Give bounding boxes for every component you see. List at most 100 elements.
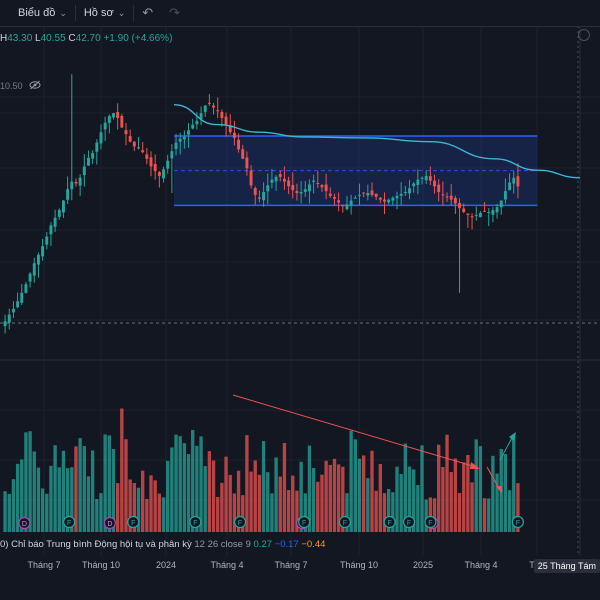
- candle-body: [16, 301, 20, 308]
- volume-bar: [7, 493, 11, 532]
- candle-body: [28, 273, 32, 282]
- signal-marker-f: [127, 515, 140, 529]
- volume-bar: [103, 434, 107, 532]
- macd-title: Chỉ báo Trung bình Động hội tụ và phân k…: [11, 539, 192, 550]
- candle-body: [474, 214, 478, 216]
- signal-marker-f: [189, 515, 202, 529]
- candle-body: [7, 314, 11, 323]
- profile-menu-label: Hồ sơ: [83, 7, 114, 19]
- candle-body: [324, 184, 328, 192]
- candle-body: [107, 116, 111, 123]
- volume-bar: [249, 471, 253, 532]
- time-tick: Tháng 10: [81, 560, 121, 570]
- volume-bar: [403, 443, 408, 532]
- candle-body: [116, 112, 120, 118]
- volume-bar: [378, 463, 382, 532]
- candle-body: [20, 292, 24, 303]
- volume-bar: [516, 483, 520, 532]
- candle-body: [162, 169, 165, 179]
- signal-marker-f: [233, 515, 247, 529]
- crosshair-date-badge: 25 Tháng Tám: [533, 559, 600, 573]
- candle-body: [178, 138, 182, 142]
- volume-bar: [20, 459, 24, 532]
- volume-bar: [82, 446, 86, 532]
- candle-body: [24, 284, 28, 293]
- candle-body: [341, 204, 345, 207]
- candle-body: [391, 197, 395, 201]
- volume-bar: [382, 493, 387, 532]
- candle-body: [328, 193, 332, 196]
- candle-body: [478, 212, 482, 218]
- candle-body: [303, 189, 307, 192]
- close-value: 42.70: [75, 33, 101, 44]
- volume-bar: [316, 481, 320, 532]
- candle-body: [312, 180, 316, 183]
- indicator-row: 10.50: [0, 80, 41, 92]
- chart-menu-button[interactable]: Biểu đồ ⌄: [0, 0, 75, 26]
- candle-body: [378, 197, 382, 200]
- volume-bar: [178, 436, 182, 532]
- candle-body: [270, 179, 274, 183]
- profile-menu-button[interactable]: Hồ sơ ⌄: [76, 0, 133, 26]
- volume-bar: [357, 458, 362, 532]
- volume-bar: [182, 443, 187, 532]
- volume-bar: [203, 466, 207, 532]
- candle-body: [91, 153, 95, 159]
- signal-marker-label: F: [388, 520, 392, 527]
- high-value: 43.30: [7, 33, 33, 44]
- volume-bar: [36, 467, 41, 532]
- volume-bar: [395, 466, 399, 532]
- candle-body: [78, 177, 82, 186]
- candle-body: [187, 130, 190, 135]
- candle-body: [349, 200, 353, 206]
- chart-menu-label: Biểu đồ: [18, 7, 56, 19]
- volume-bar: [507, 490, 512, 532]
- arrow-head: [496, 486, 502, 494]
- volume-bar: [90, 450, 95, 532]
- volume-bar: [453, 458, 458, 532]
- candle-body: [132, 141, 136, 147]
- signal-marker-label: F: [193, 520, 197, 527]
- histogram-value: −0.44: [301, 539, 326, 550]
- volume-bar: [120, 408, 124, 532]
- volume-bar: [232, 493, 237, 532]
- candle-body: [257, 197, 261, 199]
- candle-body: [274, 176, 278, 182]
- candle-body: [137, 147, 140, 149]
- toolbar-divider: [133, 5, 135, 21]
- candle-body: [74, 181, 78, 184]
- candle-body: [453, 197, 457, 204]
- volume-bar: [78, 438, 82, 532]
- volume-bar: [161, 497, 166, 532]
- candle-body: [416, 179, 420, 186]
- candle-body: [70, 181, 74, 190]
- candle-body: [128, 136, 132, 142]
- settings-icon[interactable]: [578, 29, 590, 41]
- volume-bar: [286, 490, 291, 532]
- candle-body: [120, 116, 124, 128]
- volume-bar: [111, 448, 116, 532]
- eye-off-icon[interactable]: [29, 80, 41, 92]
- redo-icon[interactable]: ↷: [169, 5, 181, 20]
- undo-icon[interactable]: ↶: [142, 5, 154, 20]
- candle-body: [412, 183, 416, 187]
- volume-bar: [45, 493, 49, 532]
- candle-body: [395, 195, 399, 199]
- volume-bar: [174, 434, 178, 532]
- candle-body: [282, 178, 286, 182]
- candle-body: [207, 102, 211, 104]
- volume-bar: [282, 443, 287, 532]
- candle-body: [483, 210, 487, 212]
- volume-bar: [245, 435, 249, 532]
- candle-body: [278, 174, 282, 177]
- volume-bar: [40, 488, 45, 532]
- signal-marker-f: [63, 515, 76, 529]
- volume-bar: [307, 445, 312, 532]
- candle-body: [224, 116, 228, 125]
- volume-bar: [482, 498, 487, 532]
- candle-body: [503, 191, 507, 200]
- time-axis[interactable]: Tháng 7 Tháng 10 2024 Tháng 4 Tháng 7 Th…: [0, 556, 600, 600]
- volume-bar: [224, 456, 228, 532]
- signal-marker-label: F: [131, 520, 135, 527]
